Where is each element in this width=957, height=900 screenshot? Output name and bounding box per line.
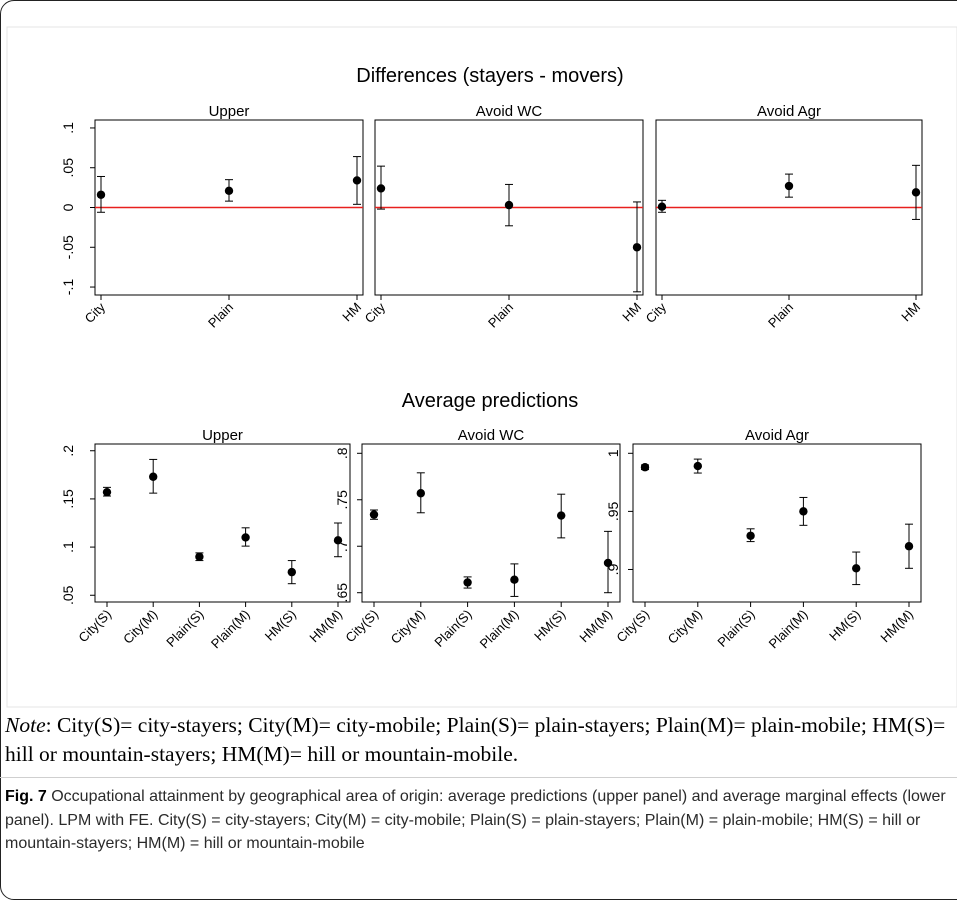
data-point [504, 200, 514, 210]
panel-title: Upper [209, 103, 250, 120]
y-tick-label: .65 [334, 583, 350, 603]
data-point [102, 487, 112, 497]
y-tick-label: .2 [60, 445, 76, 457]
y-tick-label: .05 [60, 585, 76, 605]
y-tick-label: .95 [605, 501, 621, 521]
panel-title: Avoid WC [458, 427, 525, 444]
data-point [603, 558, 613, 568]
panel-title-bar [362, 424, 620, 443]
data-point [96, 190, 106, 199]
plot-area [94, 443, 351, 603]
section-title-differences: Differences (stayers - movers) [356, 65, 623, 87]
data-point [463, 578, 472, 587]
panel-title-bar [633, 424, 921, 443]
data-point [224, 186, 234, 195]
y-tick-label: -.05 [60, 235, 76, 259]
data-point [416, 489, 425, 498]
data-point [693, 461, 702, 471]
data-point [376, 184, 386, 193]
data-point [369, 510, 379, 519]
data-point [149, 472, 158, 481]
data-point [510, 575, 519, 584]
note-text: : City(S)= city-stayers; City(M)= city-m… [5, 713, 946, 766]
figure-panels: Differences (stayers - movers) Average p… [6, 26, 957, 708]
y-tick-label: .15 [60, 489, 76, 509]
panel-title-bar [95, 100, 363, 119]
data-point [640, 463, 650, 472]
section-title-average-predictions: Average predictions [402, 390, 578, 412]
panel-title: Avoid WC [476, 103, 543, 120]
figure-note: Note: City(S)= city-stayers; City(M)= ci… [5, 711, 957, 769]
data-point [852, 564, 861, 573]
plot-area [361, 443, 621, 603]
data-point [657, 202, 667, 211]
y-tick-label: .05 [60, 158, 76, 178]
data-point [746, 531, 755, 540]
data-point [632, 243, 642, 252]
data-point [352, 176, 362, 185]
panel-title: Avoid Agr [757, 103, 821, 120]
y-tick-label: .1 [60, 122, 76, 134]
data-point [904, 542, 914, 551]
data-point [799, 507, 808, 516]
y-tick-label: .1 [60, 541, 76, 553]
data-point [195, 552, 204, 561]
panel-title-bar [95, 424, 350, 443]
panel-title: Avoid Agr [745, 427, 809, 444]
y-tick-label: .7 [334, 540, 350, 552]
data-point [333, 536, 343, 545]
y-tick-label: -.1 [60, 279, 76, 296]
caption-text: Occupational attainment by geographical … [5, 788, 946, 852]
caption-divider [0, 777, 957, 778]
panel-title: Upper [202, 427, 243, 444]
plot-area [632, 443, 922, 603]
y-tick-label: 0 [60, 203, 76, 211]
y-tick-label: .75 [334, 490, 350, 510]
data-point [287, 567, 296, 577]
y-tick-label: .9 [605, 563, 621, 575]
data-point [911, 188, 921, 197]
caption-label: Fig. 7 [5, 788, 47, 805]
note-label: Note [5, 713, 46, 737]
figure-caption: Fig. 7 Occupational attainment by geogra… [5, 785, 950, 856]
y-tick-label: 1 [605, 449, 621, 457]
data-point [241, 533, 250, 542]
data-point [557, 511, 566, 520]
y-tick-label: .8 [334, 447, 350, 459]
panel-title-bar [375, 100, 643, 119]
data-point [784, 181, 794, 191]
panel-title-bar [656, 100, 922, 119]
